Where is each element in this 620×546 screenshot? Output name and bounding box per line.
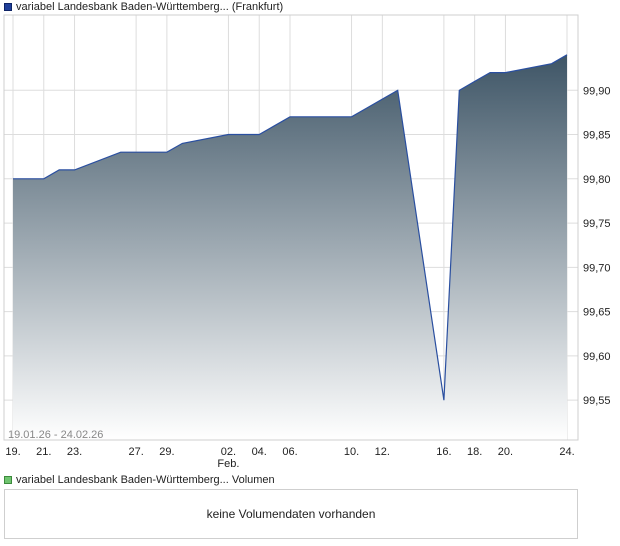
x-tick-label: 12. [375,446,390,458]
x-tick-label: 06. [282,446,297,458]
date-range-label: 19.01.26 - 24.02.26 [8,429,103,441]
volume-panel: keine Volumendaten vorhanden [4,489,578,539]
price-line [13,54,568,401]
x-tick-label: 29. [159,446,174,458]
x-tick-label: 24. [559,446,574,458]
y-tick-label: 99,85 [583,130,611,142]
x-tick-label: 02. [221,446,236,458]
x-tick-label: 18. [467,446,482,458]
y-tick-label: 99,75 [583,218,611,230]
y-tick-label: 99,65 [583,307,611,319]
volume-legend-label: variabel Landesbank Baden-Württemberg...… [16,474,275,486]
price-legend-swatch [4,3,12,11]
x-tick-label: 10. [344,446,359,458]
x-tick-label: 23. [67,446,82,458]
x-tick-label: 04. [252,446,267,458]
volume-empty-message: keine Volumendaten vorhanden [206,507,376,521]
y-tick-label: 99,60 [583,351,611,363]
y-tick-label: 99,90 [583,85,611,97]
y-tick-label: 99,80 [583,174,611,186]
price-chart: 99,55 99,60 99,65 99,70 99,75 99,80 99,85 99,90… [3,14,611,470]
price-legend: variabel Landesbank Baden-Württemberg...… [4,0,283,14]
x-axis-ticks: 19. 21. 23. 27. 29. 02.Feb. 04. 06. 10. 12. 16. 18.… [5,446,574,470]
volume-legend-swatch [4,476,12,484]
plot-area-frame [3,14,579,441]
x-tick-month-label: Feb. [217,458,239,470]
price-area [13,54,567,441]
volume-legend: variabel Landesbank Baden-Württemberg...… [4,473,275,487]
x-tick-label: 16. [436,446,451,458]
x-tick-label: 21. [36,446,51,458]
y-axis-ticks: 99,55 99,60 99,65 99,70 99,75 99,80 99,85 99,90 [583,85,611,407]
y-tick-label: 99,70 [583,262,611,274]
x-tick-label: 20. [498,446,513,458]
x-tick-label: 27. [128,446,143,458]
x-tick-label: 19. [5,446,20,458]
y-tick-label: 99,55 [583,395,611,407]
price-legend-label: variabel Landesbank Baden-Württemberg...… [16,1,284,13]
